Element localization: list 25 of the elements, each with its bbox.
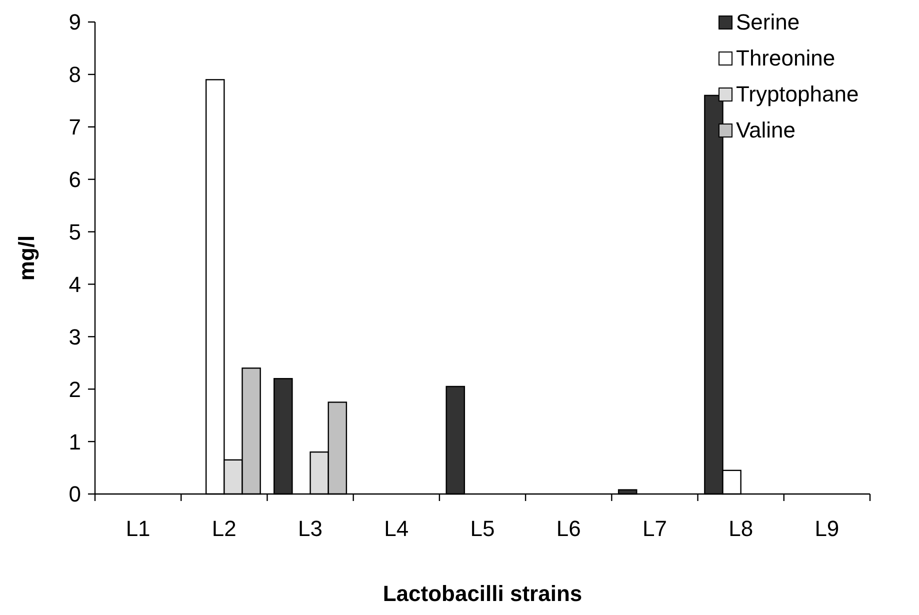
legend-label: Valine	[736, 118, 796, 143]
x-tick-label: L3	[298, 516, 323, 541]
x-tick-label: L6	[556, 516, 581, 541]
x-tick-label: L9	[814, 516, 840, 541]
y-tick-label: 1	[68, 429, 81, 454]
x-tick-label: L7	[642, 516, 667, 541]
x-tick-label: L4	[384, 516, 409, 541]
x-tick-label: L1	[126, 516, 150, 541]
y-tick-label: 2	[68, 376, 81, 402]
x-tick-label: L8	[728, 516, 754, 541]
y-tick-label: 8	[68, 62, 81, 88]
x-tick-label: L5	[470, 516, 495, 541]
y-tick-label: 0	[68, 482, 81, 507]
x-axis-title: Lactobacilli strains	[382, 581, 582, 606]
y-tick-label: 5	[68, 219, 81, 244]
y-tick-label: 4	[68, 272, 81, 297]
y-tick-label: 7	[68, 114, 81, 140]
legend-label: Serine	[736, 10, 800, 35]
legend-label: Tryptophane	[736, 82, 859, 107]
y-tick-label: 3	[68, 324, 81, 350]
legend-label: Threonine	[736, 46, 836, 71]
y-axis-title: mg/l	[14, 235, 39, 281]
x-tick-label: L2	[212, 516, 236, 541]
y-tick-label: 9	[68, 10, 81, 35]
y-tick-label: 6	[68, 167, 81, 192]
